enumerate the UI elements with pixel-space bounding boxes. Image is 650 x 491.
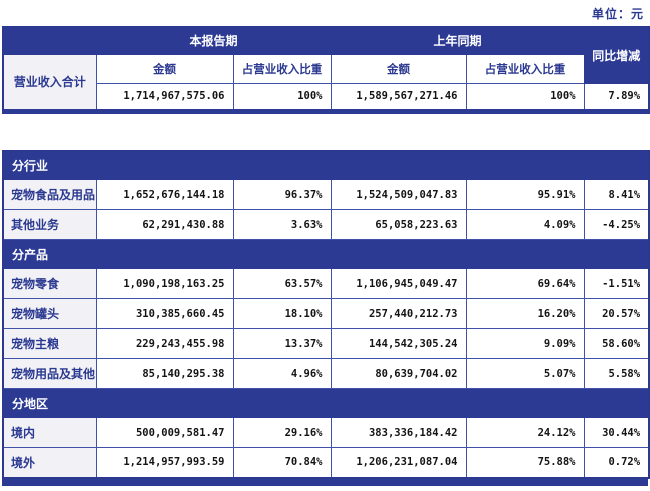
unit-label: 单位：元 <box>591 7 644 21</box>
cell-yoy: 58.60% <box>583 328 650 359</box>
cell-prior-share: 24.12% <box>465 417 585 448</box>
subheader-amount-prior: 金额 <box>330 53 467 84</box>
cell-current-share: 96.37% <box>232 179 332 210</box>
cell-prior-share: 16.20% <box>465 298 585 329</box>
section-band-industry: 分行业 <box>2 150 650 180</box>
cell-prior-share: 4.09% <box>465 209 585 240</box>
cell-yoy: -1.51% <box>583 268 650 299</box>
table-row: 其他业务 62,291,430.88 3.63% 65,058,223.63 4… <box>2 209 650 240</box>
cell-current-share: 18.10% <box>232 298 332 329</box>
cell-prior-amount: 1,524,509,047.83 <box>330 179 467 210</box>
table-row: 宠物罐头 310,385,660.45 18.10% 257,440,212.7… <box>2 298 650 329</box>
cell-prior-share: 69.64% <box>465 268 585 299</box>
row-label: 境内 <box>2 417 97 448</box>
section-title-industry: 分行业 <box>2 150 650 180</box>
cell-prior-share: 75.88% <box>465 447 585 478</box>
table-row: 宠物食品及用品 1,652,676,144.18 96.37% 1,524,50… <box>2 179 650 210</box>
subheader-share-prior: 占营业收入比重 <box>465 53 585 84</box>
cell-current-share: 13.37% <box>232 328 332 359</box>
cell-current-amount: 500,009,581.47 <box>95 417 234 448</box>
row-label: 宠物零食 <box>2 268 97 299</box>
cell-current-share: 70.84% <box>232 447 332 478</box>
cell-current-amount: 1,652,676,144.18 <box>95 179 234 210</box>
revenue-summary-table: 本报告期 上年同期 同比增减 营业收入合计 金额 占营业收入比重 金额 占营业收… <box>2 26 650 114</box>
table-row: 宠物零食 1,090,198,163.25 63.57% 1,106,945,0… <box>2 268 650 299</box>
row-label: 其他业务 <box>2 209 97 240</box>
total-current-share: 100% <box>232 82 332 112</box>
section-title-region: 分地区 <box>2 388 650 418</box>
total-prior-share: 100% <box>465 82 585 112</box>
table-row: 境外 1,214,957,993.59 70.84% 1,206,231,087… <box>2 447 650 478</box>
cell-prior-amount: 1,206,231,087.04 <box>330 447 467 478</box>
header-yoy-change: 同比增减 <box>583 26 650 84</box>
subheader-row: 营业收入合计 金额 占营业收入比重 金额 占营业收入比重 <box>2 53 649 112</box>
header-prior-period: 上年同期 <box>330 26 585 55</box>
total-current-amount: 1,714,967,575.06 <box>95 82 234 112</box>
cell-current-share: 3.63% <box>232 209 332 240</box>
cell-current-share: 29.16% <box>232 417 332 448</box>
cell-yoy: 0.72% <box>583 447 650 478</box>
cell-prior-amount: 1,106,945,049.47 <box>330 268 467 299</box>
period-header-row: 本报告期 上年同期 同比增减 <box>2 26 650 84</box>
cell-current-amount: 62,291,430.88 <box>95 209 234 240</box>
subheader-share-current: 占营业收入比重 <box>232 53 332 84</box>
table-row: 境内 500,009,581.47 29.16% 383,336,184.42 … <box>2 417 650 448</box>
cell-prior-amount: 144,542,305.24 <box>330 328 467 359</box>
cell-current-share: 63.57% <box>232 268 332 299</box>
row-label: 宠物食品及用品 <box>2 179 97 210</box>
cell-prior-share: 5.07% <box>465 358 585 389</box>
section-band-region: 分地区 <box>2 388 650 418</box>
revenue-breakdown-table: 分行业 宠物食品及用品 1,652,676,144.18 96.37% 1,52… <box>2 149 650 479</box>
cell-current-amount: 229,243,455.98 <box>95 328 234 359</box>
cell-prior-share: 9.09% <box>465 328 585 359</box>
cell-current-amount: 85,140,295.38 <box>95 358 234 389</box>
cell-prior-amount: 80,639,704.02 <box>330 358 467 389</box>
row-label: 宠物罐头 <box>2 298 97 329</box>
row-label: 宠物用品及其他 <box>2 358 97 389</box>
cell-prior-amount: 383,336,184.42 <box>330 417 467 448</box>
cell-prior-amount: 65,058,223.63 <box>330 209 467 240</box>
section-title-product: 分产品 <box>2 239 650 269</box>
bottom-band <box>2 478 648 486</box>
table-row: 宠物用品及其他 85,140,295.38 4.96% 80,639,704.0… <box>2 358 650 389</box>
total-yoy: 7.89% <box>583 82 650 112</box>
subheader-amount-current: 金额 <box>95 53 234 84</box>
total-prior-amount: 1,589,567,271.46 <box>330 82 467 112</box>
cell-yoy: 30.44% <box>583 417 650 448</box>
row-label: 宠物主粮 <box>2 328 97 359</box>
header-current-period: 本报告期 <box>95 26 332 55</box>
cell-current-amount: 1,214,957,993.59 <box>95 447 234 478</box>
cell-current-amount: 310,385,660.45 <box>95 298 234 329</box>
cell-prior-amount: 257,440,212.73 <box>330 298 467 329</box>
table-row: 宠物主粮 229,243,455.98 13.37% 144,542,305.2… <box>2 328 650 359</box>
total-row-label: 营业收入合计 <box>2 53 97 112</box>
section-band-product: 分产品 <box>2 239 650 269</box>
cell-current-share: 4.96% <box>232 358 332 389</box>
total-values-row: 1,714,967,575.06 100% 1,589,567,271.46 1… <box>3 82 650 112</box>
header-corner-cell <box>2 26 97 55</box>
cell-current-amount: 1,090,198,163.25 <box>95 268 234 299</box>
cell-yoy: 5.58% <box>583 358 650 389</box>
cell-prior-share: 95.91% <box>465 179 585 210</box>
row-label: 境外 <box>2 447 97 478</box>
cell-yoy: 20.57% <box>583 298 650 329</box>
cell-yoy: -4.25% <box>583 209 650 240</box>
cell-yoy: 8.41% <box>583 179 650 210</box>
